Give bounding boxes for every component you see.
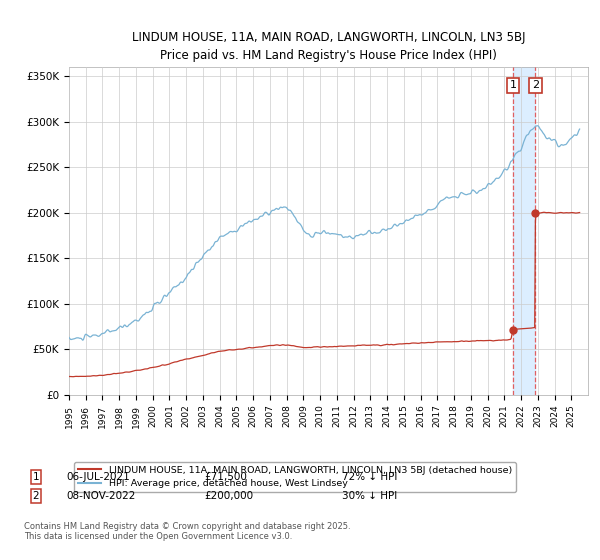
Title: LINDUM HOUSE, 11A, MAIN ROAD, LANGWORTH, LINCOLN, LN3 5BJ
Price paid vs. HM Land: LINDUM HOUSE, 11A, MAIN ROAD, LANGWORTH,… [132, 31, 525, 62]
Legend: LINDUM HOUSE, 11A, MAIN ROAD, LANGWORTH, LINCOLN, LN3 5BJ (detached house), HPI:: LINDUM HOUSE, 11A, MAIN ROAD, LANGWORTH,… [74, 462, 515, 492]
Text: 2: 2 [32, 491, 40, 501]
Text: 1: 1 [509, 81, 517, 90]
Text: 30% ↓ HPI: 30% ↓ HPI [342, 491, 397, 501]
Text: £71,500: £71,500 [204, 472, 247, 482]
Text: 72% ↓ HPI: 72% ↓ HPI [342, 472, 397, 482]
Text: 2: 2 [532, 81, 539, 90]
Text: £200,000: £200,000 [204, 491, 253, 501]
Text: 06-JUL-2021: 06-JUL-2021 [66, 472, 130, 482]
Text: 1: 1 [32, 472, 40, 482]
Text: Contains HM Land Registry data © Crown copyright and database right 2025.
This d: Contains HM Land Registry data © Crown c… [24, 522, 350, 542]
Bar [513, 67, 535, 395]
Text: 08-NOV-2022: 08-NOV-2022 [66, 491, 136, 501]
